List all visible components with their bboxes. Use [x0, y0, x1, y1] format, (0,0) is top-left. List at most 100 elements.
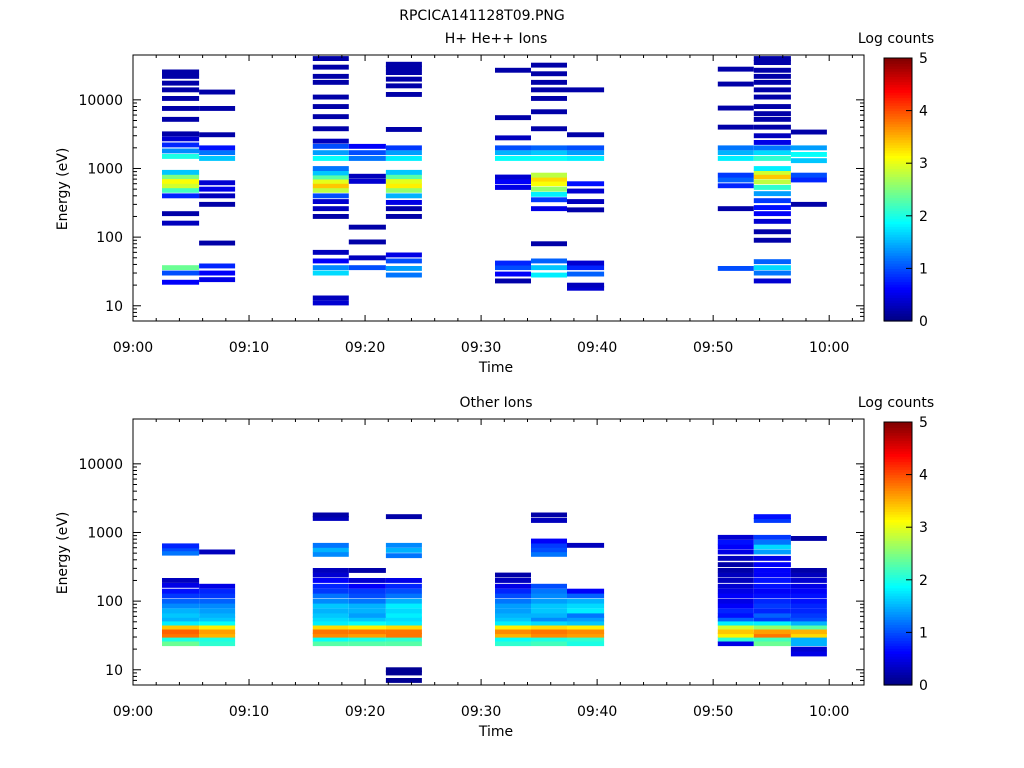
colorbar-segment — [884, 305, 912, 309]
heatmap-cell — [753, 218, 791, 224]
colorbar-segment — [884, 150, 912, 154]
colorbar-segment — [884, 553, 912, 557]
heatmap-cell — [162, 220, 200, 226]
colorbar-segment — [884, 294, 912, 298]
heatmap-cell — [199, 277, 236, 283]
heatmap-cell — [567, 603, 605, 609]
heatmap-cell — [199, 150, 236, 156]
colorbar-segment — [884, 205, 912, 209]
heatmap-cell — [162, 588, 200, 594]
colorbar-segment — [884, 247, 912, 251]
heatmap-cell — [495, 624, 531, 630]
colorbar-segment — [884, 500, 912, 505]
heatmap-cell — [199, 193, 236, 199]
heatmap-cell — [717, 549, 754, 555]
colorbar-segment — [884, 648, 912, 652]
colorbar-segment — [884, 79, 912, 83]
heatmap-cell — [717, 124, 754, 130]
colorbar-segment — [884, 297, 912, 301]
colorbar-segment — [884, 155, 912, 159]
heatmap-cell — [162, 578, 200, 583]
heatmap-cell — [312, 512, 349, 518]
colorbar-segment — [884, 302, 912, 306]
heatmap-cell — [717, 641, 754, 647]
plot-frame — [132, 418, 865, 686]
heatmap-cell — [495, 612, 531, 618]
heatmap-cell — [531, 241, 567, 247]
colorbar-segment — [884, 642, 912, 647]
heatmap-cell — [717, 172, 754, 178]
colorbar-segment — [884, 123, 912, 127]
heatmap-cell — [495, 278, 531, 284]
heatmap-cell — [531, 588, 567, 594]
heatmap-cell — [531, 518, 567, 523]
colorbar-segment — [884, 97, 912, 101]
heatmap-cell — [790, 616, 827, 622]
heatmap-cell — [312, 104, 349, 109]
heatmap-cell — [312, 542, 349, 548]
colorbar-segment — [884, 585, 912, 589]
heatmap-cell — [567, 199, 605, 204]
heatmap-cell — [753, 562, 791, 568]
heatmap-cell — [199, 145, 236, 151]
heatmap-cell — [753, 60, 791, 65]
heatmap-cell — [753, 555, 791, 561]
heatmap-cell — [312, 598, 349, 604]
heatmap-cell — [753, 588, 791, 594]
heatmap-cell — [753, 150, 791, 156]
colorbar-tick-label: 1 — [919, 625, 928, 641]
heatmap-cell — [385, 150, 422, 156]
heatmap-cell — [790, 583, 827, 589]
heatmap-cell — [567, 265, 605, 271]
heatmap-cell — [385, 620, 422, 626]
heatmap-cell — [790, 624, 827, 630]
heatmap-cell — [348, 612, 386, 618]
colorbar-segment — [884, 587, 912, 591]
heatmap-cell — [348, 265, 386, 271]
heatmap-cell — [348, 583, 386, 589]
y-tick-label: 10 — [105, 299, 123, 315]
colorbar-segment — [884, 134, 912, 138]
heatmap-cell — [199, 89, 236, 95]
heatmap-cell — [348, 178, 386, 184]
colorbar-segment — [884, 186, 912, 191]
heatmap-cell — [753, 87, 791, 93]
heatmap-cell — [162, 73, 200, 79]
heatmap-cell — [199, 598, 236, 604]
heatmap-cell — [348, 568, 386, 573]
heatmap-cell — [385, 183, 422, 189]
heatmap-cell — [790, 632, 827, 638]
heatmap-cell — [162, 116, 200, 122]
heatmap-cell — [753, 179, 791, 185]
heatmap-cell — [162, 598, 200, 604]
colorbar-segment — [884, 173, 912, 177]
y-axis-label: Energy (eV) — [55, 512, 71, 595]
colorbar-segment — [884, 629, 912, 633]
heatmap-cell — [312, 300, 349, 306]
y-axis-label: Energy (eV) — [55, 148, 71, 231]
colorbar-segment — [884, 666, 912, 670]
colorbar-segment — [884, 437, 912, 442]
heatmap-cell — [531, 145, 567, 151]
heatmap-cell — [199, 201, 236, 207]
heatmap-cell — [385, 588, 422, 594]
colorbar-segment — [884, 564, 912, 568]
colorbar-segment — [884, 640, 912, 644]
heatmap-cell — [385, 632, 422, 638]
heatmap-cell — [567, 145, 605, 151]
heatmap-cell — [753, 229, 791, 235]
heatmap-cell — [385, 266, 422, 271]
heatmap-cell — [567, 608, 605, 614]
heatmap-cell — [567, 87, 605, 93]
heatmap-cell — [312, 143, 349, 149]
heatmap-cell — [162, 193, 200, 199]
heatmap-cell — [753, 518, 791, 523]
colorbar-segment — [884, 139, 912, 143]
colorbar-segment — [884, 619, 912, 623]
page-title: RPCICA141128T09.PNG — [399, 8, 564, 24]
heatmap-cell — [717, 66, 754, 72]
colorbar-segment — [884, 613, 912, 618]
heatmap-cell — [753, 191, 791, 197]
colorbar-segment — [884, 165, 912, 170]
heatmap-cell — [717, 266, 754, 271]
